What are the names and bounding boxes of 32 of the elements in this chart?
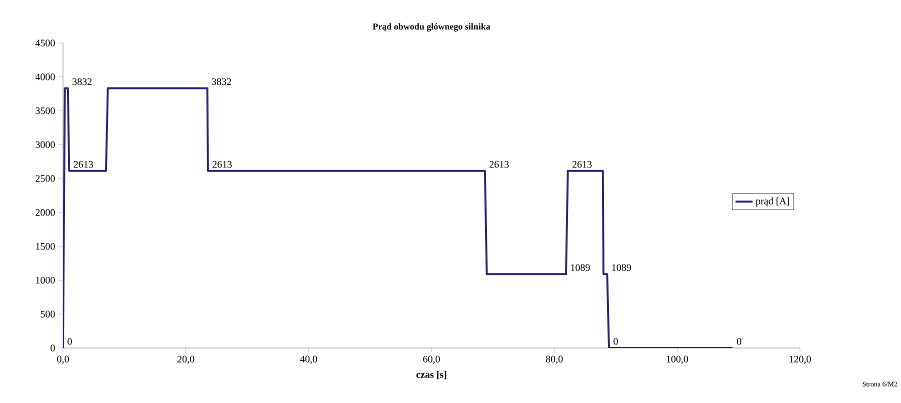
x-tick-label: 40,0 [300, 356, 318, 364]
y-tick-label: 3500 [36, 107, 55, 114]
y-tick-label: 2500 [36, 175, 55, 182]
x-tick-label: 80,0 [546, 356, 563, 364]
y-tick-label: 1000 [36, 276, 55, 284]
data-label: 0 [68, 338, 72, 345]
data-label: 2613 [572, 160, 592, 168]
data-label: 0 [614, 338, 618, 345]
y-tick-label: 4500 [35, 40, 55, 46]
data-label: 2613 [212, 160, 232, 168]
data-label: 0 [737, 338, 742, 345]
data-label: 2613 [490, 160, 509, 168]
y-tick-label: 1500 [36, 242, 55, 250]
data-label: 2613 [74, 160, 93, 168]
x-tick-label: 100,0 [666, 356, 688, 364]
x-tick-label: 0,0 [57, 356, 69, 364]
x-axis-title: czas [s] [416, 370, 446, 380]
x-tick-label: 20,0 [178, 356, 194, 364]
data-label: 1089 [571, 264, 590, 271]
y-tick-label: 500 [40, 310, 55, 318]
y-tick-label: 4000 [35, 74, 55, 80]
y-tick-label: 2000 [36, 209, 55, 216]
x-tick-label: 60,0 [423, 356, 440, 364]
chart-title: Prąd obwodu głównego silnika [372, 23, 490, 32]
x-tick-label: 120,0 [790, 356, 811, 364]
data-label: 3832 [212, 78, 231, 86]
data-label: 1089 [612, 264, 631, 271]
y-tick-label: 3000 [36, 141, 55, 148]
data-label: 3832 [72, 78, 92, 86]
legend-label: prąd [A] [756, 197, 790, 206]
line-series [63, 87, 734, 348]
y-tick-label: 0 [50, 344, 55, 352]
